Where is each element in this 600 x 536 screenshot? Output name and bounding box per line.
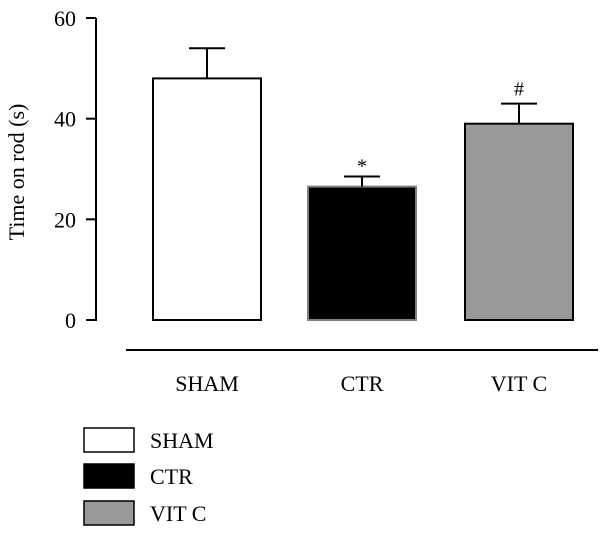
significance-marker: * — [357, 156, 367, 178]
category-label: VIT C — [491, 371, 547, 396]
significance-marker: # — [514, 79, 524, 101]
legend-label: SHAM — [150, 428, 214, 453]
legend-swatch — [83, 463, 135, 489]
legend-swatch — [83, 427, 135, 453]
y-tick-label: 20 — [54, 207, 76, 232]
y-axis-label: Time on rod (s) — [4, 104, 29, 241]
category-label: CTR — [341, 371, 384, 396]
bar — [307, 185, 417, 321]
bar — [152, 77, 262, 322]
category-label: SHAM — [175, 371, 239, 396]
y-tick-label: 40 — [54, 107, 76, 132]
legend-label: VIT C — [150, 501, 206, 526]
y-tick-label: 60 — [54, 6, 76, 31]
legend-swatch — [83, 500, 135, 526]
legend-label: CTR — [150, 464, 193, 489]
bar — [464, 122, 574, 321]
y-tick-label: 0 — [65, 308, 76, 333]
